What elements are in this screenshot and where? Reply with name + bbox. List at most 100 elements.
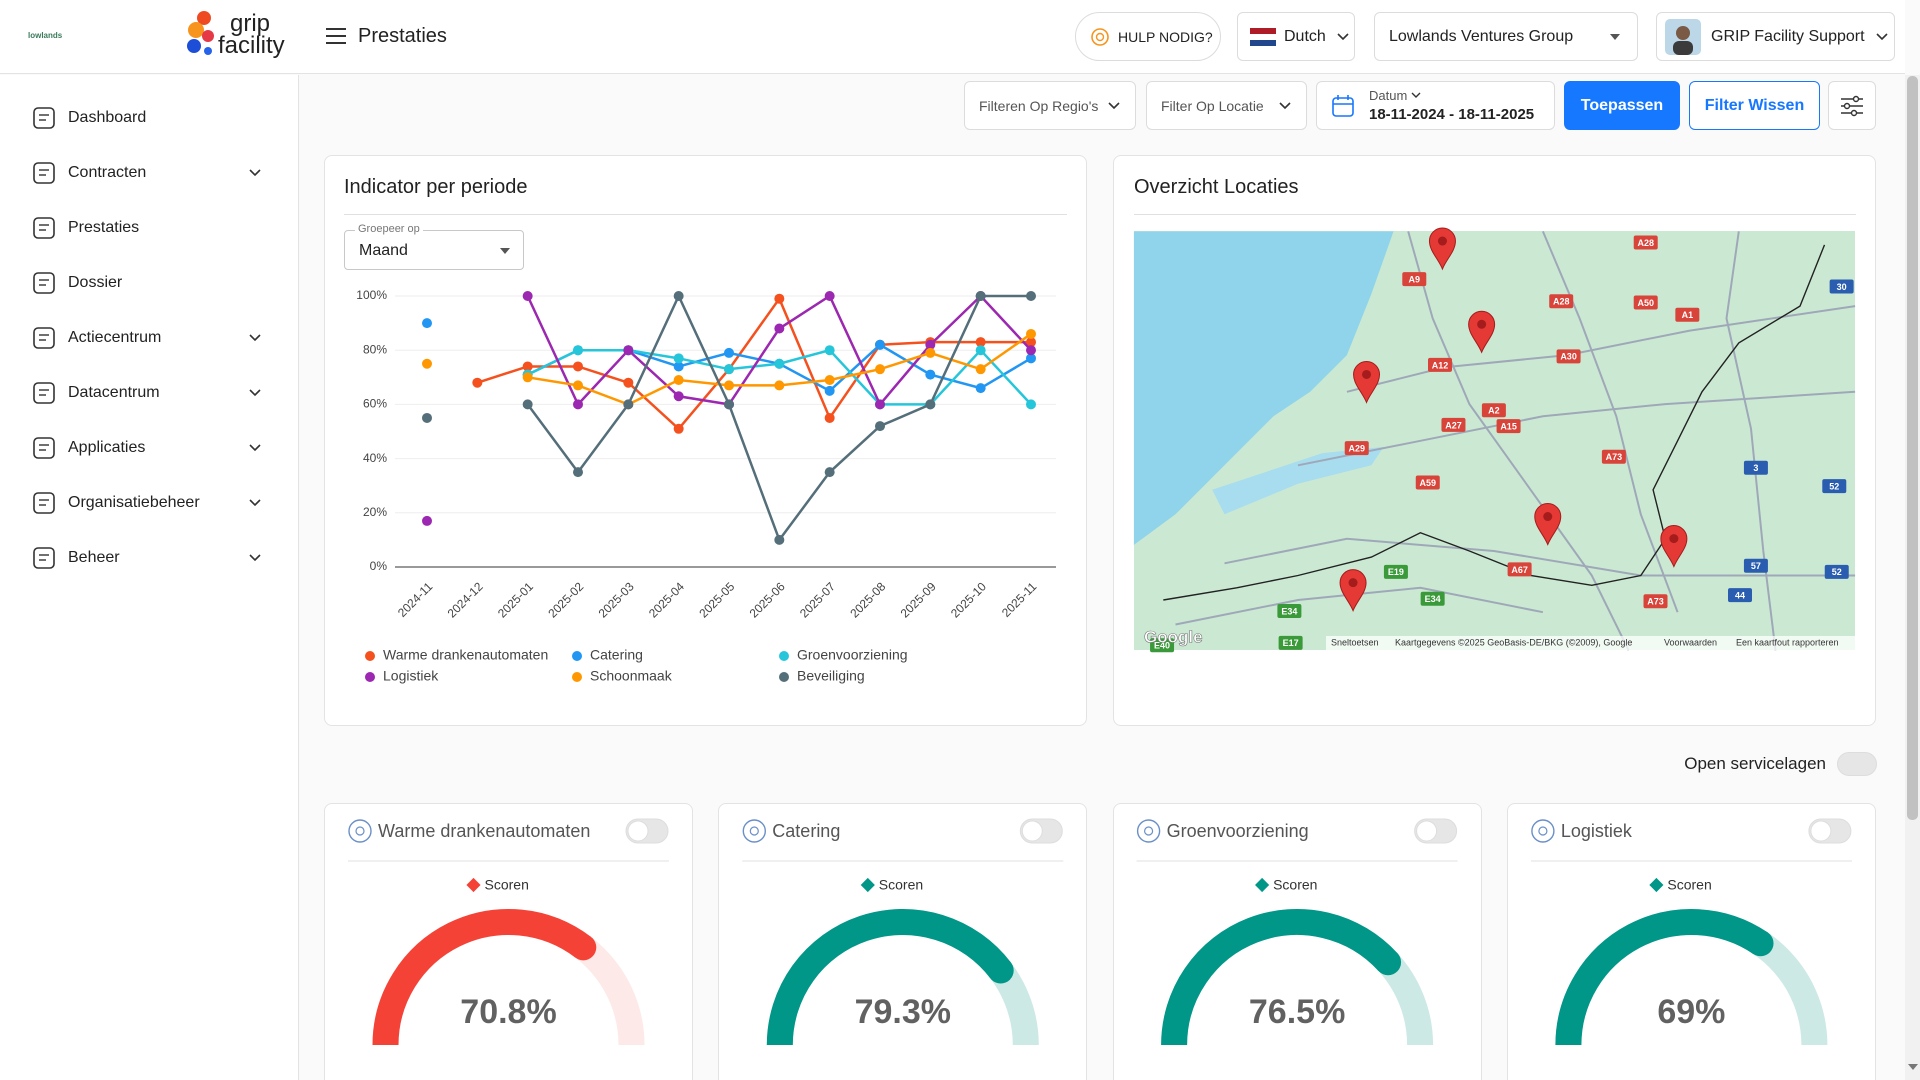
chevron	[1875, 32, 1888, 40]
clear-button[interactable]: Filter Wissen	[1689, 81, 1820, 130]
gauge-card	[1506, 803, 1876, 1080]
help-button[interactable]: HULP NODIG?	[1075, 12, 1221, 61]
icon-shape	[33, 547, 55, 569]
icon-shape	[33, 382, 55, 404]
divider	[344, 214, 1067, 215]
calendar-icon	[1332, 94, 1354, 117]
nav-icon	[33, 272, 55, 294]
nav-item[interactable]: Datacentrum	[0, 375, 298, 411]
chevron-line	[249, 389, 261, 397]
nav-icon	[33, 162, 55, 184]
nav-item[interactable]: Organisatiebeheer	[0, 485, 298, 521]
chevron	[1279, 101, 1291, 109]
nav-item[interactable]: Contracten	[0, 155, 298, 191]
region-filter-label: Filteren Op Regio's	[979, 97, 1099, 114]
nav-label: Dashboard	[68, 109, 147, 126]
caret	[1610, 33, 1620, 40]
gauge-card	[718, 803, 1088, 1080]
chevron-line	[249, 444, 261, 452]
location-filter[interactable]: Filter Op Locatie	[1146, 81, 1307, 130]
nav-chevron	[249, 169, 261, 177]
organization-label: Lowlands Ventures Group	[1389, 27, 1574, 45]
nav-icon	[33, 107, 55, 129]
icon-shape	[33, 272, 55, 294]
nav-chevron	[249, 334, 261, 342]
nav-item[interactable]: Dossier	[0, 265, 298, 301]
help-label: HULP NODIG?	[1118, 28, 1213, 45]
sidebar: Dashboard Contracten Prestaties Dossier Acti…	[0, 75, 299, 1080]
user-label: GRIP Facility Support	[1711, 27, 1865, 45]
logo-text-top: grip	[230, 10, 271, 37]
chevron-line	[249, 554, 261, 562]
logo-text-bottom: facility	[218, 32, 285, 59]
date-filter[interactable]: Datum 18-11-2024 - 18-11-2025	[1316, 81, 1555, 130]
nav-item[interactable]: Actiecentrum	[0, 320, 298, 356]
chevron-line	[249, 169, 261, 177]
nav-item[interactable]: Prestaties	[0, 210, 298, 246]
nav-label: Beheer	[68, 549, 120, 566]
scrollbar-arrow	[1908, 1064, 1918, 1070]
language-label: Dutch	[1284, 27, 1326, 45]
user-menu[interactable]: GRIP Facility Support	[1656, 12, 1895, 61]
location-filter-label: Filter Op Locatie	[1161, 97, 1264, 114]
settings-icon	[1841, 95, 1863, 116]
nav-label: Datacentrum	[68, 384, 160, 401]
logo-mark	[187, 11, 214, 55]
page-title: Prestaties	[358, 25, 447, 47]
logo-small: lowlands	[28, 31, 63, 40]
nav-icon	[33, 217, 55, 239]
nav-item[interactable]: Dashboard	[0, 100, 298, 136]
clear-label: Filter Wissen	[1704, 96, 1805, 114]
chart-title: Indicator per periode	[344, 176, 528, 198]
nav-item[interactable]: Beheer	[0, 540, 298, 576]
service-layers-toggle[interactable]	[1837, 752, 1877, 776]
language-select[interactable]: Dutch	[1237, 12, 1355, 61]
nav-icon	[33, 492, 55, 514]
help-icon	[1091, 27, 1109, 46]
nav-chevron	[249, 389, 261, 397]
organization-select[interactable]: Lowlands Ventures Group	[1374, 12, 1638, 61]
icon-shape	[33, 492, 55, 514]
chevron-line	[249, 334, 261, 342]
menu-toggle[interactable]	[325, 27, 347, 45]
group-select[interactable]: Groepeer op Maand	[344, 223, 524, 270]
chevron	[1337, 32, 1349, 40]
icon-shape	[33, 107, 55, 129]
scrollbar-thumb	[1907, 76, 1918, 820]
icon-shape	[33, 327, 55, 349]
date-label: Datum	[1369, 88, 1408, 103]
nav-icon	[33, 547, 55, 569]
nav-label: Dossier	[68, 274, 123, 291]
nav-label: Applicaties	[68, 439, 146, 456]
nav-label: Organisatiebeheer	[68, 494, 200, 511]
region-filter[interactable]: Filteren Op Regio's	[964, 81, 1136, 130]
group-label: Groepeer op	[355, 223, 423, 235]
flag	[1250, 27, 1276, 46]
icon-shape	[33, 437, 55, 459]
gauge-card	[324, 803, 693, 1080]
settings-button[interactable]	[1828, 81, 1876, 130]
nav-icon	[33, 437, 55, 459]
icon-shape	[33, 162, 55, 184]
nav-icon	[33, 382, 55, 404]
group-value: Maand	[359, 242, 408, 259]
apply-label: Toepassen	[1580, 96, 1664, 114]
chevron-line	[249, 499, 261, 507]
chevron	[1108, 101, 1120, 109]
nav-item[interactable]: Applicaties	[0, 430, 298, 466]
nav-label: Prestaties	[68, 219, 140, 236]
nav-chevron	[249, 499, 261, 507]
map-title: Overzicht Locaties	[1134, 176, 1299, 198]
service-layers-label: Open servicelagen	[1684, 754, 1826, 773]
apply-button[interactable]: Toepassen	[1564, 81, 1680, 130]
gauge-card	[1112, 803, 1482, 1080]
date-range: 18-11-2024 - 18-11-2025	[1369, 106, 1535, 123]
nav-label: Contracten	[68, 164, 147, 181]
caret	[500, 248, 510, 254]
nav-chevron	[249, 444, 261, 452]
divider	[1134, 214, 1856, 215]
avatar	[1665, 18, 1701, 55]
nav-chevron	[249, 554, 261, 562]
chevron	[1411, 92, 1421, 98]
